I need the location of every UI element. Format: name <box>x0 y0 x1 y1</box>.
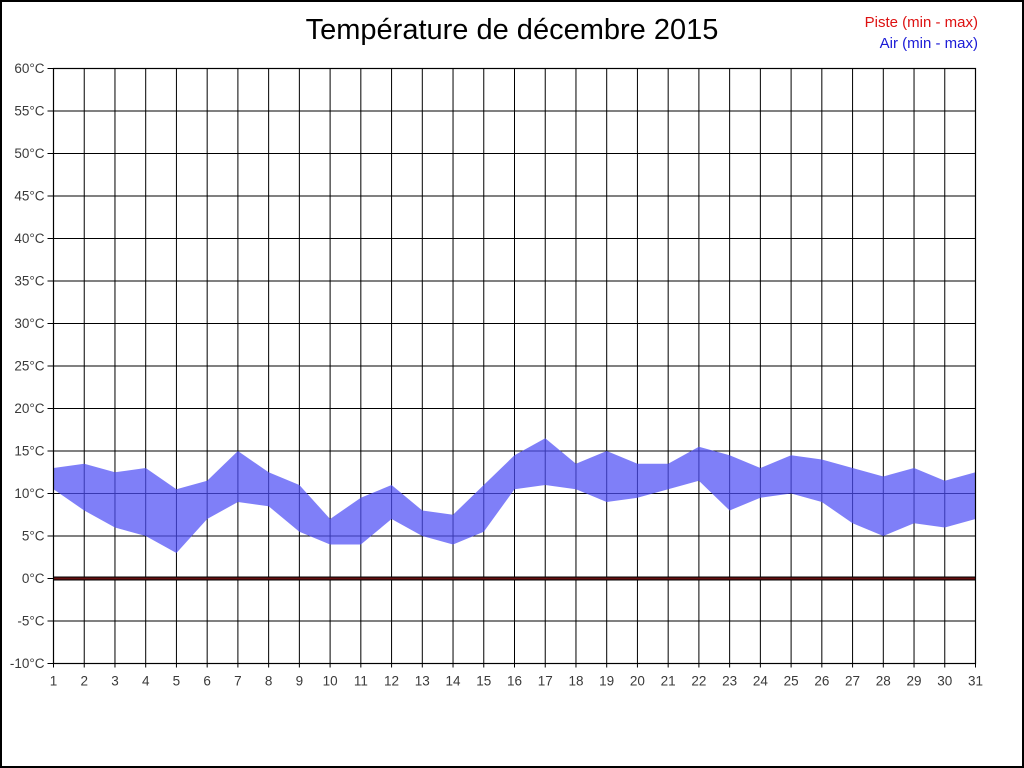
x-tick-label: 18 <box>568 674 583 689</box>
x-tick-label: 29 <box>907 674 922 689</box>
x-tick-label: 14 <box>446 674 462 689</box>
y-tick-label: 25°C <box>14 359 44 374</box>
y-tick-label: 35°C <box>14 274 44 289</box>
y-tick-label: 55°C <box>14 104 44 119</box>
x-tick-label: 7 <box>234 674 242 689</box>
x-tick-label: 31 <box>968 674 983 689</box>
legend: Piste (min - max) Air (min - max) <box>865 12 978 54</box>
x-tick-label: 8 <box>265 674 273 689</box>
x-tick-label: 25 <box>784 674 799 689</box>
y-tick-label: 20°C <box>14 401 44 416</box>
x-tick-label: 4 <box>142 674 150 689</box>
x-tick-label: 13 <box>415 674 430 689</box>
x-tick-label: 24 <box>753 674 769 689</box>
x-tick-label: 21 <box>661 674 676 689</box>
plot-border <box>52 67 977 665</box>
series-band-air <box>53 438 976 553</box>
chart-title: Température de décembre 2015 <box>305 14 719 46</box>
x-tick-label: 1 <box>50 674 58 689</box>
x-tick-label: 3 <box>111 674 119 689</box>
y-tick-label: -5°C <box>17 614 44 629</box>
y-tick-label: 30°C <box>14 316 44 331</box>
x-tick-label: 6 <box>203 674 211 689</box>
x-tick-label: 19 <box>599 674 614 689</box>
y-tick-label: 5°C <box>22 529 45 544</box>
y-tick-label: 45°C <box>14 189 44 204</box>
y-tick-label: 40°C <box>14 231 44 246</box>
x-tick-label: 15 <box>476 674 491 689</box>
x-tick-label: 11 <box>354 674 368 689</box>
x-tick-label: 20 <box>630 674 645 689</box>
x-tick-label: 26 <box>814 674 829 689</box>
legend-item-air: Air (min - max) <box>865 33 978 54</box>
x-tick-label: 30 <box>937 674 952 689</box>
x-tick-label: 2 <box>80 674 88 689</box>
y-tick-label: -10°C <box>10 656 45 671</box>
x-tick-label: 28 <box>876 674 891 689</box>
legend-label-piste: Piste (min - max) <box>864 14 978 31</box>
x-tick-label: 16 <box>507 674 522 689</box>
y-tick-label: 10°C <box>14 486 44 501</box>
x-tick-label: 27 <box>845 674 860 689</box>
series-band-piste <box>53 576 976 581</box>
x-tick-label: 17 <box>538 674 553 689</box>
y-tick-label: 50°C <box>14 146 44 161</box>
legend-label-air: Air (min - max) <box>879 35 978 52</box>
x-tick-label: 12 <box>384 674 399 689</box>
x-tick-label: 22 <box>691 674 706 689</box>
x-tick-label: 9 <box>296 674 304 689</box>
y-tick-label: 0°C <box>22 571 45 586</box>
x-tick-label: 10 <box>323 674 338 689</box>
x-tick-label: 23 <box>722 674 737 689</box>
y-tick-label: 15°C <box>14 444 44 459</box>
y-tick-label: 60°C <box>14 61 44 76</box>
legend-item-piste: Piste (min - max) <box>865 12 978 33</box>
x-tick-label: 5 <box>173 674 181 689</box>
